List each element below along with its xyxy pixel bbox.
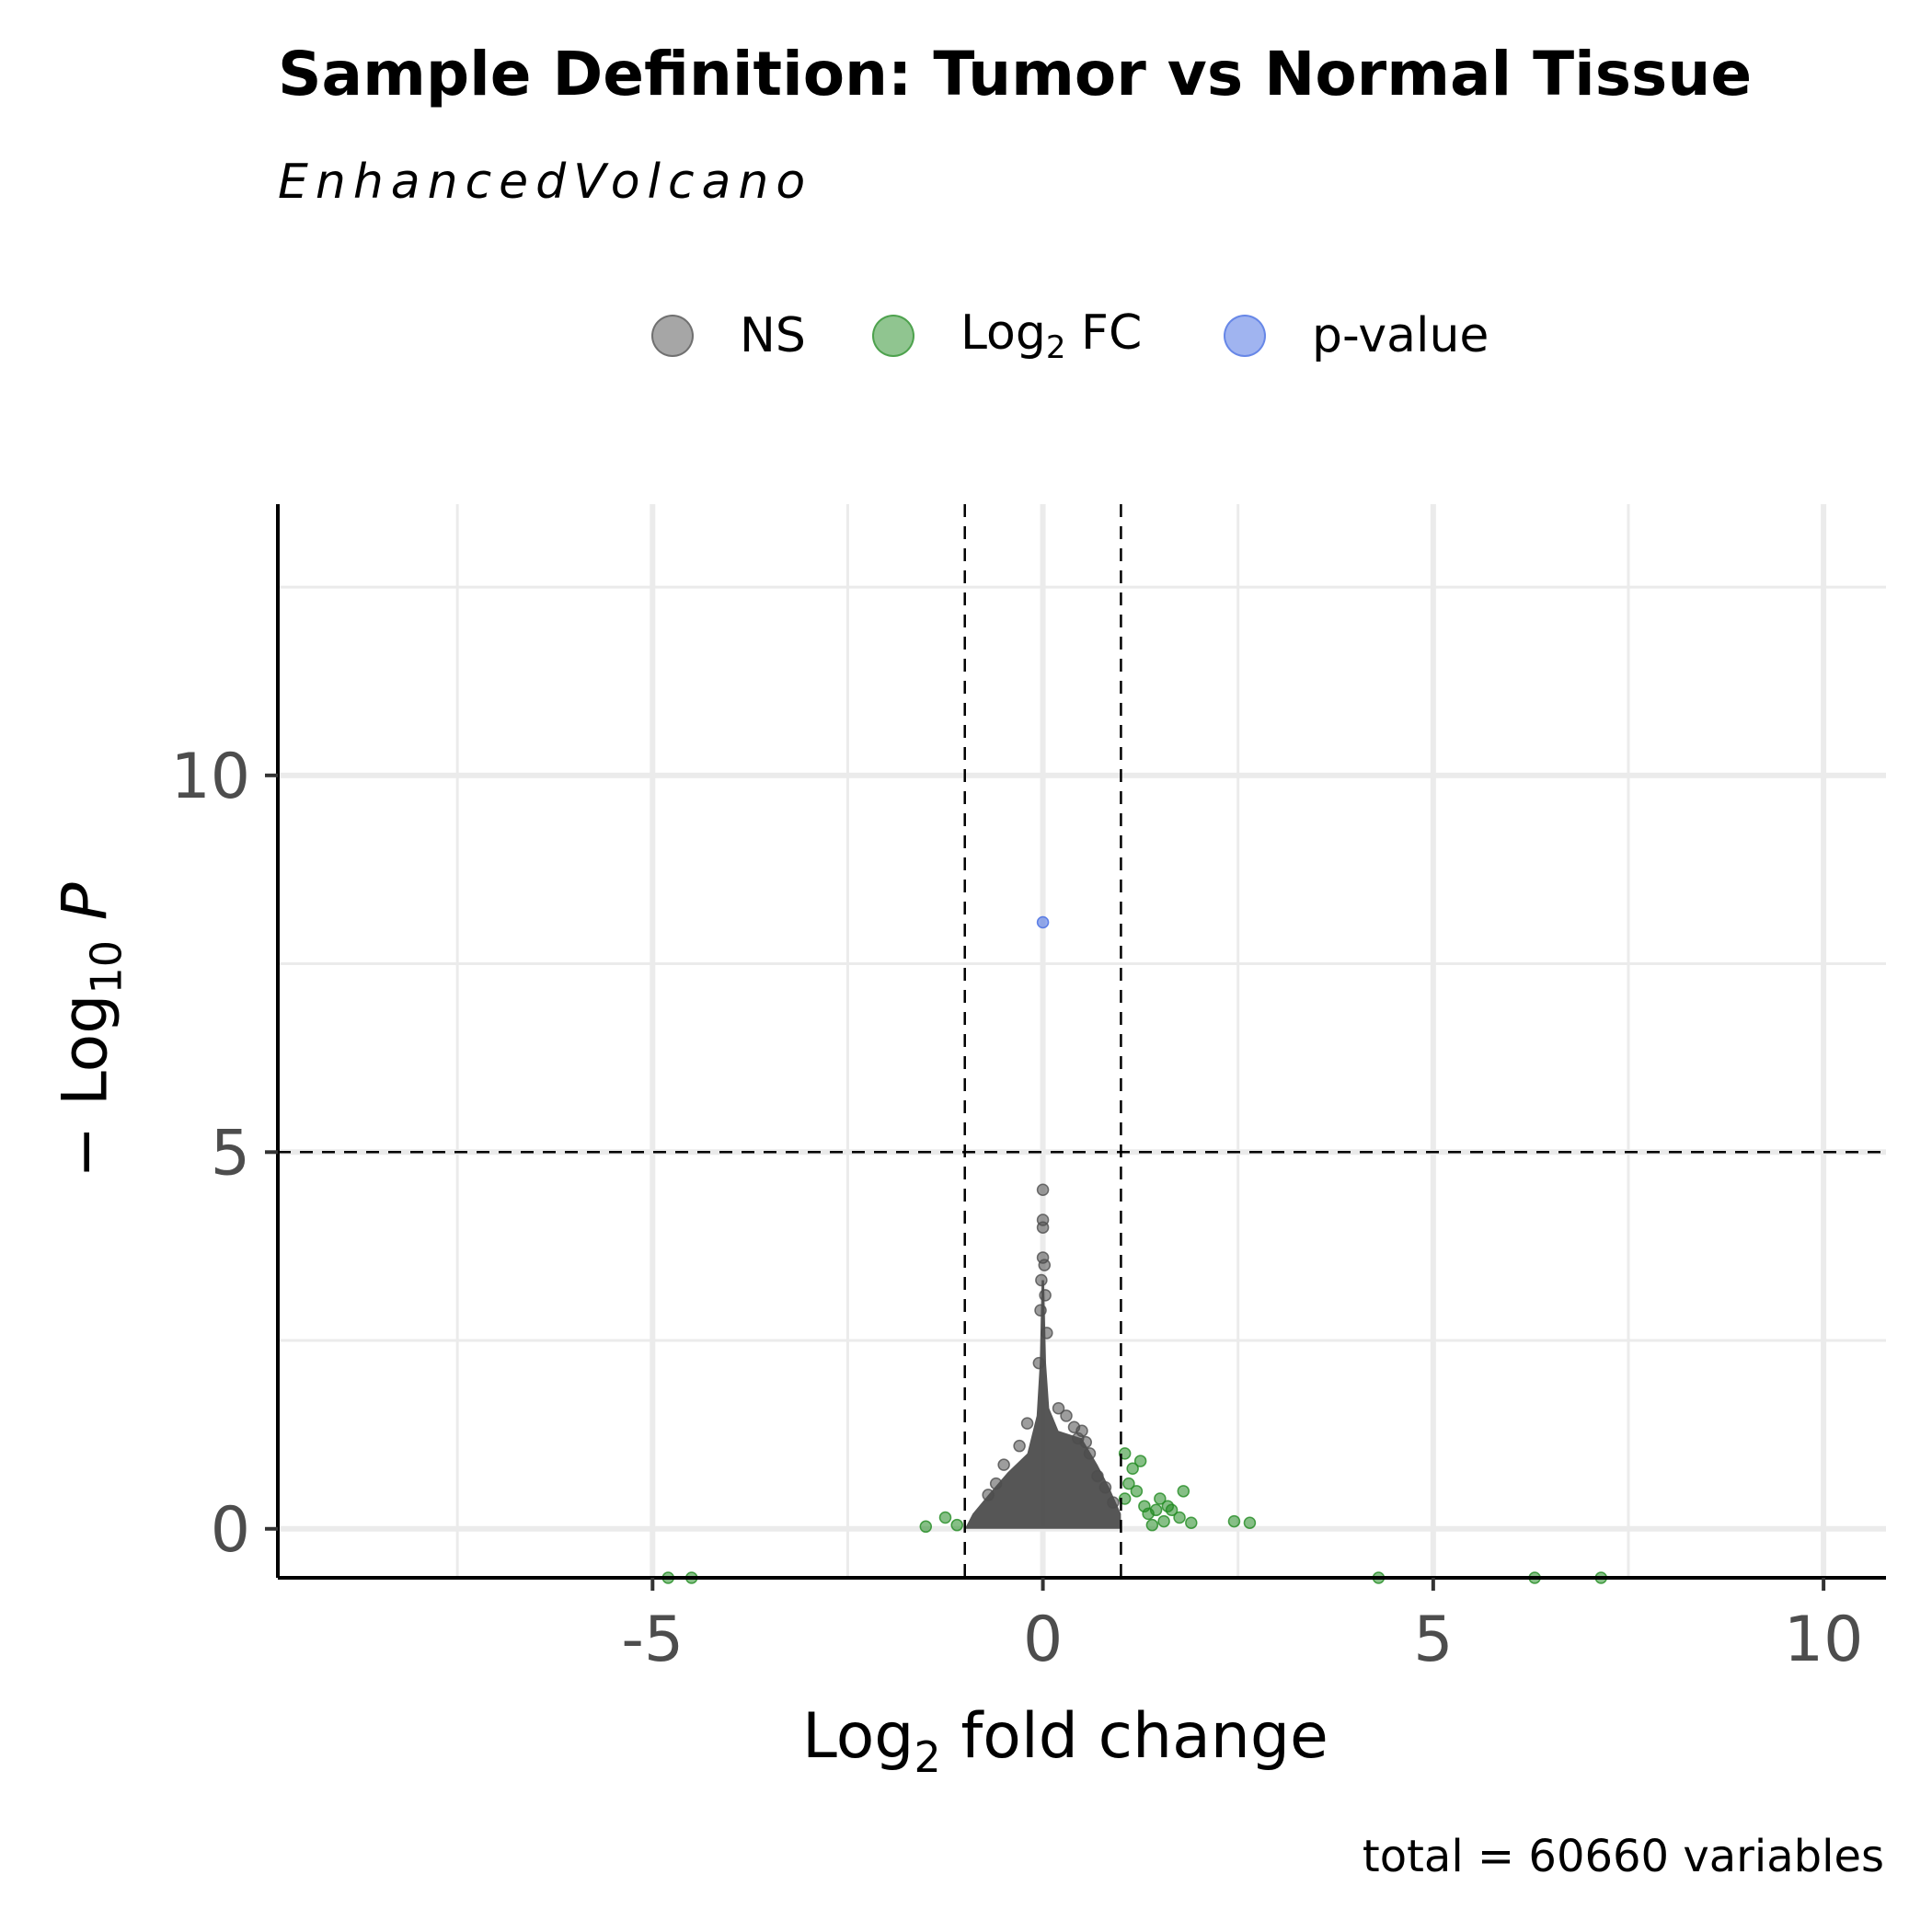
legend-label-pvalue: p-value: [1312, 308, 1489, 363]
legend-item-pvalue: p-value: [1224, 304, 1489, 368]
log2fc-point: [1145, 1518, 1159, 1532]
log2fc-point: [919, 1520, 933, 1534]
ns-density-cloud: [964, 1280, 1121, 1529]
x-axis-title: Log2 fold change: [802, 1700, 1328, 1782]
ns-point: [1034, 1304, 1047, 1317]
legend-key-log2fc: [872, 315, 914, 357]
ns-point: [1036, 1221, 1050, 1234]
ns-point: [1107, 1496, 1120, 1509]
ns-point: [1032, 1356, 1046, 1370]
ns-point: [1079, 1435, 1092, 1449]
ns-point: [1060, 1409, 1073, 1422]
log2fc-point: [1157, 1514, 1170, 1528]
legend-label-log2fc: Log2 FC: [960, 305, 1143, 366]
ns-point: [1039, 1289, 1052, 1302]
caption: total = 60660 variables: [1362, 1831, 1884, 1882]
ns-point: [1038, 1259, 1052, 1271]
ns-point: [1052, 1401, 1065, 1415]
legend: NS Log2 FC p-value: [0, 304, 1932, 368]
ns-point: [1035, 1273, 1048, 1287]
x-tick-label: 5: [1413, 1604, 1453, 1676]
log2fc-point: [1154, 1492, 1167, 1505]
x-tick-label: -5: [621, 1604, 684, 1676]
ns-point: [1091, 1469, 1104, 1483]
data-points: [661, 915, 1608, 1584]
ns-point: [982, 1489, 995, 1501]
grid: [278, 504, 1886, 1578]
log2fc-point: [1142, 1507, 1155, 1521]
ns-point: [1098, 1480, 1112, 1494]
log2fc-point: [1177, 1485, 1190, 1498]
legend-item-ns: NS: [651, 304, 806, 368]
chart-subtitle: EnhancedVolcano: [278, 155, 813, 210]
y-tick-label: 0: [211, 1494, 250, 1567]
cutoff-lines: [278, 504, 1886, 1578]
y-axis-title: − Log10 P: [49, 882, 132, 1179]
ns-point: [1041, 1327, 1053, 1340]
log2fc-point: [1133, 1455, 1147, 1467]
log2fc-point: [1185, 1516, 1198, 1529]
legend-item-log2fc: Log2 FC: [872, 304, 1142, 368]
chart-title: Sample Definition: Tumor vs Normal Tissu…: [278, 39, 1753, 109]
log2fc-point: [1227, 1514, 1241, 1528]
log2fc-point: [1173, 1511, 1186, 1524]
log2fc-point: [1243, 1516, 1257, 1529]
ns-point: [989, 1477, 1003, 1490]
log2fc-point: [950, 1518, 963, 1532]
log2fc-point: [1126, 1462, 1139, 1476]
legend-key-ns: [651, 315, 694, 357]
log2fc-point: [1165, 1503, 1179, 1517]
ns-point: [1036, 1183, 1050, 1196]
y-tick-label: 10: [170, 741, 250, 813]
legend-key-pvalue: [1224, 315, 1266, 357]
log2fc-point: [1130, 1485, 1144, 1498]
x-tick-label: 0: [1023, 1604, 1063, 1676]
ns-density-area: [964, 1280, 1121, 1529]
y-tick-label: 5: [211, 1117, 250, 1190]
ns-point: [1013, 1439, 1026, 1453]
log2fc-point: [938, 1511, 952, 1524]
ns-point: [1020, 1417, 1034, 1430]
ns-point: [1083, 1447, 1097, 1460]
ns-point: [997, 1458, 1010, 1471]
x-tick-label: 10: [1784, 1604, 1864, 1676]
axes: -5 0 5 10 0 5 10: [170, 504, 1886, 1676]
pvalue-point: [1036, 915, 1050, 929]
log2fc-point: [1122, 1477, 1135, 1490]
legend-label-ns: NS: [740, 308, 806, 363]
